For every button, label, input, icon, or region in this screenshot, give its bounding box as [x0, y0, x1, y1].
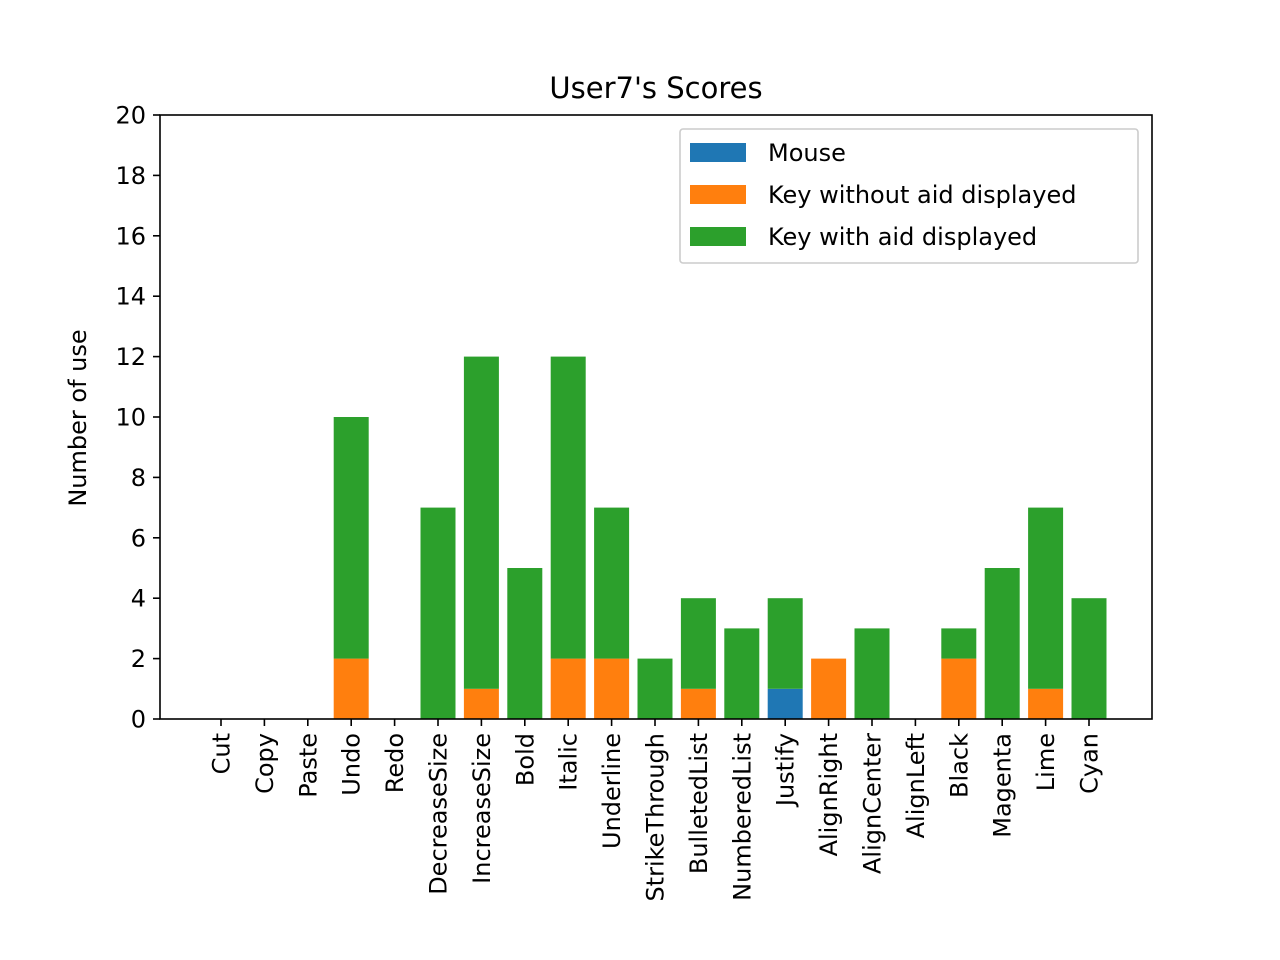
x-tick-label: BulletedList — [685, 733, 713, 874]
x-tick-label: AlignCenter — [859, 733, 887, 874]
bar-lime-series-1 — [1028, 688, 1064, 719]
x-tick-label: DecreaseSize — [425, 733, 453, 895]
bar-decreasesize-series-2 — [420, 507, 456, 719]
bar-justify-series-2 — [767, 598, 803, 689]
bar-aligncenter-series-2 — [854, 628, 890, 719]
chart-title: User7's Scores — [549, 71, 762, 105]
x-tick-label: Cut — [208, 733, 236, 774]
y-tick-label: 18 — [115, 162, 146, 190]
y-tick-label: 8 — [131, 464, 146, 492]
legend-label: Key with aid displayed — [768, 223, 1037, 251]
bar-bold-series-2 — [507, 568, 543, 719]
bars-layer — [333, 356, 1107, 719]
bar-italic-series-1 — [550, 658, 586, 719]
x-axis-ticks: Cut Copy Paste Undo Redo DecreaseSize Increase… — [208, 719, 1104, 902]
bar-alignright-series-1 — [811, 658, 847, 719]
bar-italic-series-2 — [550, 356, 586, 659]
y-tick-label: 16 — [115, 222, 146, 250]
x-tick-label: Magenta — [989, 733, 1017, 838]
legend-label: Mouse — [768, 139, 846, 167]
x-tick-label: Cyan — [1076, 733, 1104, 794]
bar-numberedlist-series-2 — [724, 628, 760, 719]
bar-justify-series-0 — [767, 688, 803, 719]
x-tick-label: Bold — [511, 733, 539, 786]
x-tick-label: Copy — [251, 733, 279, 794]
legend-box — [679, 128, 1139, 264]
y-axis-ticks: 0 2 4 6 8 10 12 14 16 18 20 — [115, 102, 160, 734]
legend-swatch — [690, 143, 746, 162]
bar-underline-series-1 — [594, 658, 630, 719]
legend-swatch — [690, 227, 746, 246]
bar-bulletedlist-series-1 — [680, 688, 716, 719]
x-tick-label: Lime — [1032, 733, 1060, 791]
x-tick-label: Underline — [598, 733, 626, 849]
x-tick-label: Italic — [555, 733, 583, 791]
x-tick-label: Redo — [381, 733, 409, 793]
bar-black-series-2 — [941, 628, 977, 659]
x-tick-label: StrikeThrough — [642, 733, 670, 902]
x-tick-label: Paste — [294, 733, 322, 798]
bar-undo-series-1 — [333, 658, 369, 719]
bar-bulletedlist-series-2 — [680, 598, 716, 689]
y-axis-label: Number of use — [64, 329, 92, 506]
bar-undo-series-2 — [333, 417, 369, 659]
bar-increasesize-series-2 — [463, 356, 499, 689]
bar-magenta-series-2 — [984, 568, 1020, 719]
x-tick-label: AlignLeft — [902, 733, 930, 838]
y-tick-label: 10 — [115, 404, 146, 432]
bar-strikethrough-series-2 — [637, 658, 673, 719]
x-tick-label: Undo — [338, 733, 366, 796]
y-tick-label: 0 — [131, 706, 146, 734]
y-tick-label: 2 — [131, 645, 146, 673]
y-tick-label: 4 — [131, 585, 146, 613]
bar-lime-series-2 — [1028, 507, 1064, 689]
bar-underline-series-2 — [594, 507, 630, 659]
y-tick-label: 14 — [115, 283, 146, 311]
legend: Mouse Key without aid displayed Key with a… — [679, 128, 1139, 264]
bar-cyan-series-2 — [1071, 598, 1107, 719]
y-tick-label: 12 — [115, 343, 146, 371]
plot-frame — [159, 114, 1153, 720]
legend-label: Key without aid displayed — [768, 181, 1076, 209]
x-tick-label: AlignRight — [815, 733, 843, 856]
bar-increasesize-series-1 — [463, 688, 499, 719]
x-tick-label: Black — [945, 733, 973, 798]
y-tick-label: 6 — [131, 524, 146, 552]
y-tick-label: 20 — [115, 102, 146, 130]
legend-swatch — [690, 185, 746, 204]
x-tick-label: NumberedList — [728, 733, 756, 901]
x-tick-label: Justify — [772, 733, 800, 808]
bar-black-series-1 — [941, 658, 977, 719]
x-tick-label: IncreaseSize — [468, 733, 496, 884]
